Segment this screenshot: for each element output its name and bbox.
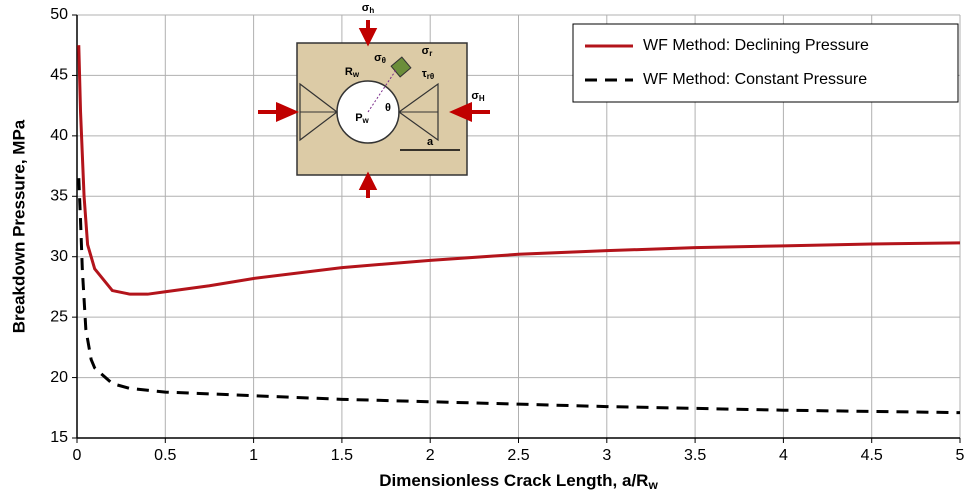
inset-label: σh bbox=[362, 2, 375, 15]
data-line bbox=[77, 178, 961, 415]
legend-label: WF Method: Declining Pressure bbox=[643, 37, 869, 54]
stress-element bbox=[390, 56, 412, 78]
y-tick-label: 15 bbox=[50, 429, 68, 446]
inset-label-text: R bbox=[345, 66, 353, 78]
inset-label-sub: r bbox=[429, 49, 432, 58]
inset-label-sub: θ bbox=[382, 56, 386, 65]
inset-label-sub: w bbox=[352, 70, 360, 79]
inset-label: τrθ bbox=[422, 68, 434, 81]
x-tick-label: 2 bbox=[426, 447, 435, 464]
inset-label-sub: rθ bbox=[427, 72, 434, 81]
legend-label: WF Method: Constant Pressure bbox=[643, 71, 867, 88]
x-tick-label: 4 bbox=[779, 447, 788, 464]
inset-label-text: a bbox=[427, 136, 434, 148]
x-tick-label: 2.5 bbox=[507, 447, 529, 464]
inset-diagram bbox=[258, 20, 490, 198]
inset-label-text: θ bbox=[385, 102, 391, 114]
inset-label-text: σ bbox=[362, 2, 370, 14]
x-tick-label: 5 bbox=[956, 447, 965, 464]
y-axis-label: Breakdown Pressure, MPa bbox=[9, 119, 28, 333]
y-tick-label: 35 bbox=[50, 188, 68, 205]
inset-label: a bbox=[427, 136, 434, 148]
arrow-left bbox=[258, 101, 299, 123]
y-tick-label: 25 bbox=[50, 308, 68, 325]
arrow-bottom bbox=[358, 171, 378, 198]
x-tick-label: 0 bbox=[73, 447, 82, 464]
inset-label: σr bbox=[422, 45, 433, 58]
inset-label-text: σ bbox=[471, 90, 479, 102]
x-axis-label-sub: w bbox=[647, 478, 658, 492]
y-tick-label: 45 bbox=[50, 67, 68, 84]
x-tick-label: 3 bbox=[602, 447, 611, 464]
x-axis-label-text: Dimensionless Crack Length, a/R bbox=[379, 471, 648, 490]
x-tick-label: 3.5 bbox=[684, 447, 706, 464]
inset-label: Rw bbox=[345, 66, 360, 79]
inset-label-text: σ bbox=[374, 52, 382, 64]
inset-label-sub: H bbox=[479, 94, 485, 103]
inset-label-text: τ bbox=[422, 68, 427, 80]
inset-label: σH bbox=[471, 90, 485, 103]
y-tick-label: 50 bbox=[50, 6, 68, 23]
inset-label-text: P bbox=[355, 112, 362, 124]
data-line bbox=[77, 45, 961, 296]
arrow-top bbox=[358, 20, 378, 47]
x-tick-label: 4.5 bbox=[861, 447, 883, 464]
x-tick-label: 0.5 bbox=[154, 447, 176, 464]
arrow-right bbox=[449, 101, 490, 123]
y-tick-label: 40 bbox=[50, 127, 68, 144]
inset-label: Pw bbox=[355, 112, 369, 125]
inset-label: σθ bbox=[374, 52, 386, 65]
y-tick-label: 20 bbox=[50, 369, 68, 386]
radius-line bbox=[367, 69, 397, 113]
inset-label-text: σ bbox=[422, 45, 430, 57]
inset-label-sub: h bbox=[369, 6, 374, 15]
x-tick-label: 1.5 bbox=[331, 447, 353, 464]
inset-label: θ bbox=[385, 102, 391, 114]
x-tick-label: 1 bbox=[249, 447, 258, 464]
legend-box bbox=[572, 23, 959, 103]
y-tick-label: 30 bbox=[50, 248, 68, 265]
x-axis-label: Dimensionless Crack Length, a/Rw bbox=[379, 471, 658, 492]
inset-label-sub: w bbox=[362, 116, 370, 125]
